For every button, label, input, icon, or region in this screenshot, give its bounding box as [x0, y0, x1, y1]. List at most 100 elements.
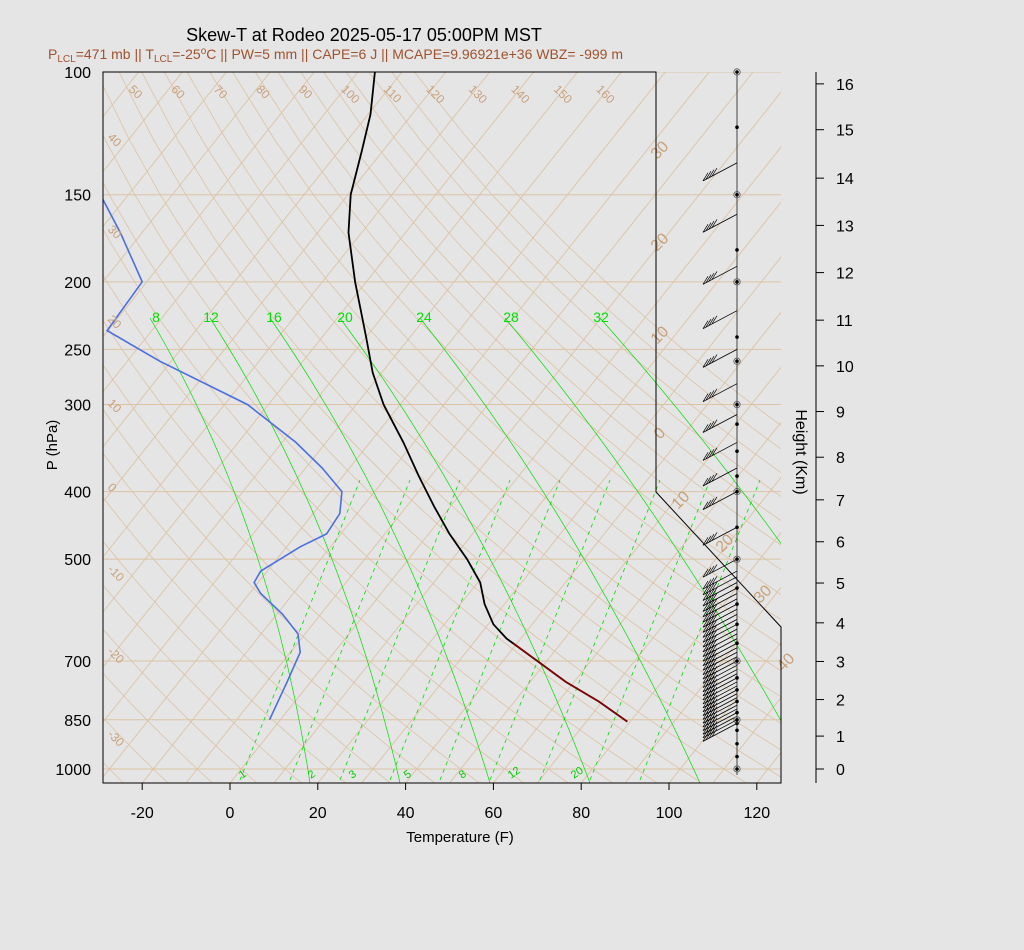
isotherm-label-right: 30 — [648, 138, 673, 163]
subtitle-degree: o — [201, 46, 207, 57]
level-circle — [733, 716, 741, 724]
level-marker — [735, 699, 739, 704]
wind-barb — [702, 558, 738, 578]
wind-barb-flag — [711, 354, 718, 363]
wind-barb-flag — [711, 624, 718, 633]
dry-adiabat — [186, 72, 781, 672]
level-marker — [735, 359, 739, 364]
plot-frame — [102, 71, 782, 784]
wind-barb-flag — [702, 580, 709, 590]
wind-barb — [702, 349, 738, 368]
dry-adiabat — [103, 496, 391, 783]
wind-barb-flag — [708, 589, 715, 598]
wind-barb-flag — [711, 614, 718, 623]
wind-barb-flag — [705, 450, 712, 460]
wind-barb-flag — [702, 424, 709, 433]
pressure-tick-label: 850 — [64, 713, 91, 730]
wind-barb-flag — [702, 592, 709, 601]
subtitle-rest: C || PW=5 mm || CAPE=6 J || MCAPE=9.9692… — [206, 46, 623, 62]
wind-barb-flag — [711, 721, 718, 730]
mixing-ratio-label-top: 12 — [203, 309, 219, 325]
wind-barb-flag — [705, 612, 712, 621]
isotherm-line — [1020, 72, 1024, 783]
dry-adiabat — [103, 319, 569, 783]
wind-barb — [702, 704, 738, 724]
level-marker — [735, 557, 739, 561]
height-axis-title: Height (Km) — [792, 409, 809, 494]
wind-barb-flag — [711, 702, 718, 712]
wind-barb — [702, 614, 738, 633]
level-circle — [733, 765, 741, 773]
wind-barb-flag — [702, 629, 709, 638]
wind-barb-flag — [705, 601, 712, 611]
pressure-tick-label: 400 — [64, 485, 91, 502]
wind-barb-flag — [711, 532, 718, 541]
isotherm-label-top: 50 — [126, 82, 146, 102]
wind-barb-flag — [705, 476, 712, 485]
wind-barb — [702, 310, 738, 330]
dry-adiabat — [164, 72, 781, 698]
isotherm-label-right: 20 — [648, 230, 673, 255]
wind-barb — [702, 647, 738, 667]
height-tick-label: 16 — [836, 77, 854, 94]
isotherm-line — [624, 586, 781, 783]
wind-barb — [702, 213, 738, 233]
wind-barb-flag — [708, 583, 715, 592]
wind-barb-flag — [708, 474, 715, 484]
wind-barb-flag — [711, 698, 718, 708]
level-marker — [735, 710, 739, 715]
height-tick-label: 7 — [836, 493, 845, 510]
wind-barb-flag — [708, 594, 715, 604]
wind-barb-flag — [708, 700, 715, 709]
dry-adiabat — [103, 584, 302, 783]
level-circle — [733, 657, 741, 665]
level-marker — [735, 659, 739, 663]
wind-barb-flag — [711, 710, 718, 719]
wind-barb — [702, 722, 738, 742]
isotherm-label-right: 10 — [648, 323, 673, 348]
isotherm-line — [932, 72, 1024, 783]
level-marker — [735, 422, 739, 426]
level-marker — [735, 718, 739, 722]
subtitle-tlcl-value: =-25 — [172, 46, 201, 62]
wind-barb-flag — [708, 533, 715, 543]
wind-barb-flag — [705, 274, 712, 283]
dry-adiabat — [323, 72, 781, 522]
pressure-tick-label: 300 — [64, 398, 91, 415]
pressure-tick-label: 200 — [64, 275, 91, 292]
x-tick-label: 120 — [743, 805, 770, 822]
level-circle — [733, 191, 741, 199]
wind-barb — [702, 162, 738, 182]
isotherm-line — [580, 531, 781, 783]
wind-barb-flag — [711, 717, 718, 726]
wind-barb — [702, 669, 738, 688]
wind-barb-flag — [711, 619, 718, 628]
parcel-line — [512, 642, 628, 723]
wind-barb-flag — [705, 318, 712, 328]
level-marker — [735, 489, 739, 494]
pressure-tick-label: 100 — [64, 65, 91, 82]
wind-barb-flag — [705, 607, 712, 616]
wind-barb-flag — [711, 728, 718, 737]
isotherm-line — [103, 72, 183, 173]
isotherm-line — [103, 72, 271, 283]
level-marker — [735, 741, 739, 746]
isotherm-label-top: 120 — [423, 82, 447, 106]
wind-barb-flag — [702, 359, 709, 368]
wind-barb — [702, 442, 738, 461]
subtitle-tlcl-sub: LCL — [154, 54, 173, 65]
chart-title: Skew-T at Rodeo 2025-05-17 05:00PM MST — [186, 25, 542, 45]
wind-barb-flag — [702, 568, 709, 578]
height-tick-label: 4 — [836, 616, 845, 633]
wind-barb-flag — [711, 271, 718, 280]
isotherm-label-top: 80 — [253, 82, 273, 102]
level-circle — [733, 488, 741, 496]
wind-barb-flag — [702, 703, 709, 712]
isotherm-line — [889, 72, 1024, 783]
x-tick-label: -20 — [131, 805, 154, 822]
wind-barb-flag — [702, 320, 709, 329]
mixing-ratio-line — [289, 479, 411, 781]
wind-barb-flag — [705, 585, 712, 594]
level-marker — [735, 754, 739, 759]
isotherm-label-right: 0 — [651, 424, 669, 442]
